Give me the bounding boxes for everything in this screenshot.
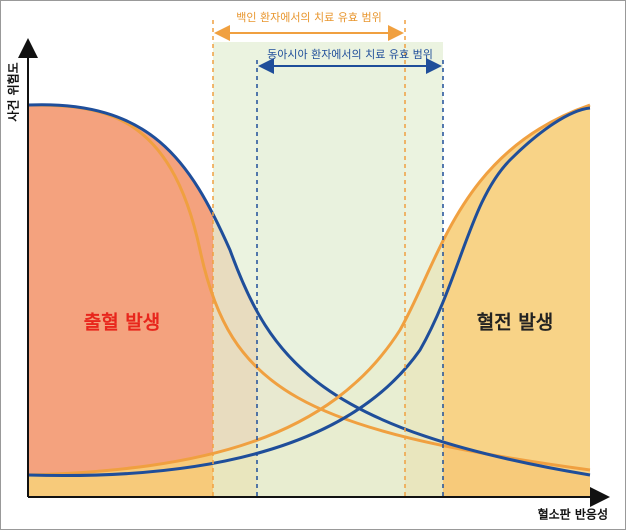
region-label: 혈전 발생 [477, 311, 554, 334]
x-axis-label: 혈소판 반응성 [538, 507, 608, 522]
thrombosis-curve-asian [27, 106, 591, 477]
thrombosis-curve-white [27, 103, 591, 477]
thrombosis-area [28, 105, 590, 497]
region-label: 출혈 발생 [84, 311, 161, 334]
range-label: 백인 환자에서의 치료 유효 범위 [236, 11, 382, 24]
bleeding-curve-asian [27, 103, 591, 477]
range-label: 동아시아 환자에서의 치료 유효 범위 [267, 48, 433, 61]
y-axis-label: 사건 위험도 [6, 62, 21, 121]
bleeding-area [28, 104, 590, 497]
range-shade [257, 70, 405, 497]
